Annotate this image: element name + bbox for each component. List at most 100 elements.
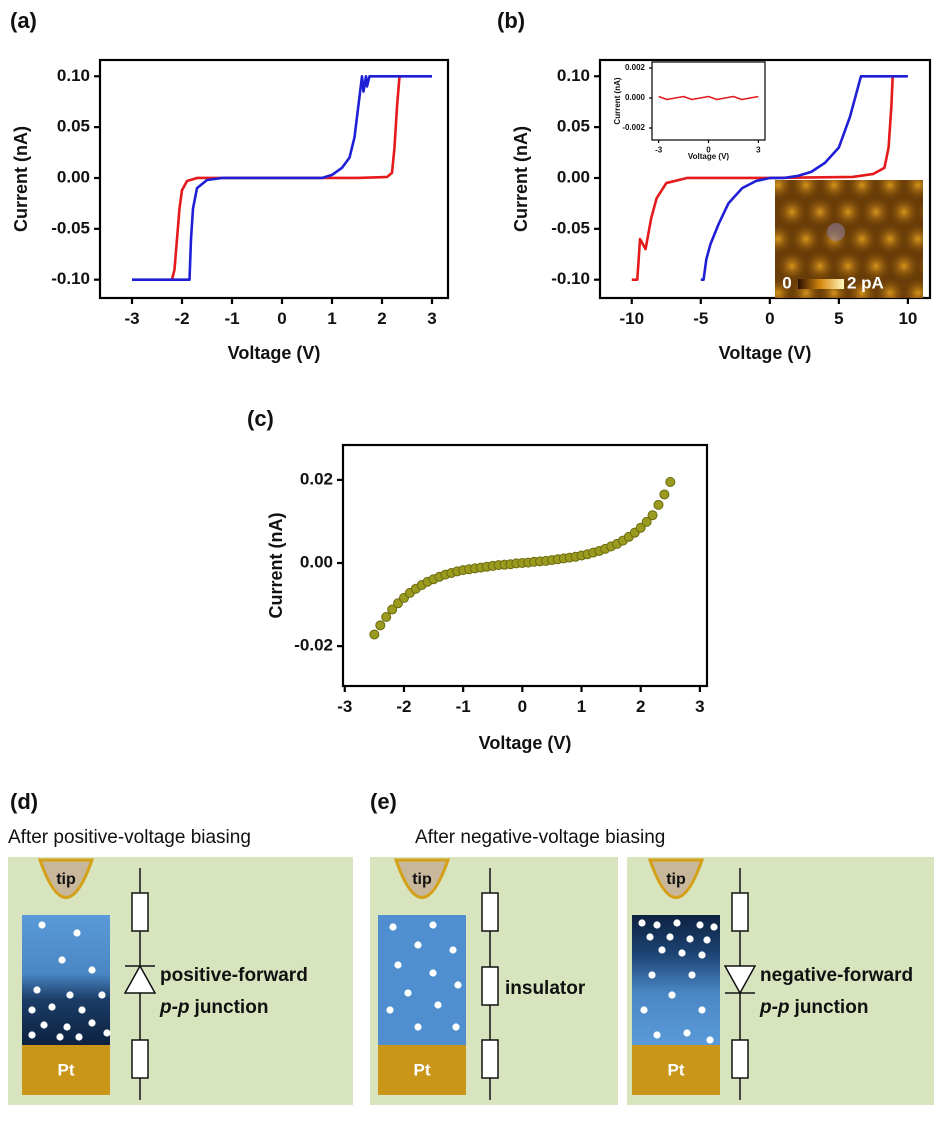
x-axis-label: Voltage (V) xyxy=(479,733,572,753)
vacancy xyxy=(98,991,105,998)
figure: -3-2-101230.100.050.00-0.05-0.10Voltage … xyxy=(0,0,934,1122)
vacancy xyxy=(686,935,693,942)
vacancy xyxy=(673,919,680,926)
vacancy xyxy=(653,1031,660,1038)
junction-type: p-p xyxy=(159,997,190,1018)
state-label: negative-forward xyxy=(760,965,913,986)
afm-grain xyxy=(903,224,933,254)
x-tick-label: -3 xyxy=(124,309,139,328)
resistor xyxy=(482,893,498,931)
y-tick-label: 0.00 xyxy=(57,167,90,186)
vacancy xyxy=(394,961,401,968)
panel-label: (a) xyxy=(10,8,37,33)
vacancy xyxy=(658,946,665,953)
vacancy xyxy=(668,991,675,998)
vacancy xyxy=(698,951,705,958)
color-bar-max: 2 pA xyxy=(847,273,884,292)
vacancy xyxy=(646,933,653,940)
afm-grain xyxy=(903,170,933,200)
vacancy xyxy=(434,1001,441,1008)
afm-grain xyxy=(777,197,807,227)
x-tick-label: -5 xyxy=(693,309,708,328)
y-tick-label: -0.002 xyxy=(622,123,645,132)
y-tick-label: 0.10 xyxy=(57,66,90,85)
vacancy xyxy=(678,949,685,956)
afm-grain xyxy=(875,224,905,254)
vacancy xyxy=(688,971,695,978)
resistor xyxy=(732,893,748,931)
x-tick-label: 3 xyxy=(427,309,436,328)
resistor xyxy=(732,1040,748,1078)
vacancy xyxy=(28,1031,35,1038)
y-axis-label: Current (nA) xyxy=(613,77,622,124)
y-tick-label: 0.05 xyxy=(57,117,90,136)
vacancy xyxy=(696,921,703,928)
x-axis-label: Voltage (V) xyxy=(719,343,812,363)
y-tick-label: -0.05 xyxy=(51,218,90,237)
afm-grain xyxy=(889,197,919,227)
vacancy xyxy=(414,1023,421,1030)
vacancy xyxy=(33,986,40,993)
panel-label: (e) xyxy=(370,789,397,814)
vacancy xyxy=(73,929,80,936)
x-tick-label: 1 xyxy=(577,697,586,716)
x-tick-label: -1 xyxy=(456,697,471,716)
tip-label: tip xyxy=(666,871,686,888)
vacancy xyxy=(63,1023,70,1030)
afm-grain xyxy=(819,170,849,200)
plot-area xyxy=(370,477,675,638)
data-point xyxy=(654,500,663,509)
panel-label: (d) xyxy=(10,789,38,814)
x-tick-label: 2 xyxy=(636,697,645,716)
vacancy xyxy=(78,1006,85,1013)
resistor xyxy=(132,893,148,931)
y-tick-label: 0.00 xyxy=(300,552,333,571)
afm-grain xyxy=(763,170,793,200)
electrode-label: Pt xyxy=(668,1060,685,1079)
afm-grain xyxy=(833,197,863,227)
inset-background xyxy=(652,62,765,140)
y-axis-label: Current (nA) xyxy=(11,126,31,232)
vacancy xyxy=(429,969,436,976)
junction-type: p-p xyxy=(759,997,790,1018)
y-axis-label: Current (nA) xyxy=(511,126,531,232)
sample-column xyxy=(632,915,720,1045)
afm-grain xyxy=(805,197,835,227)
vacancy xyxy=(683,1029,690,1036)
vacancy xyxy=(452,1023,459,1030)
x-tick-label: -2 xyxy=(396,697,411,716)
vacancy xyxy=(706,1036,713,1043)
afm-grain xyxy=(847,224,877,254)
vacancy xyxy=(710,923,717,930)
afm-grain xyxy=(763,224,793,254)
data-point xyxy=(370,630,379,639)
x-tick-label: 0 xyxy=(277,309,286,328)
x-tick-label: -3 xyxy=(337,697,352,716)
y-tick-label: 0.00 xyxy=(557,167,590,186)
data-point xyxy=(382,613,391,622)
y-tick-label: 0.000 xyxy=(625,93,646,102)
color-bar xyxy=(798,279,844,289)
state-label: insulator xyxy=(505,978,586,999)
junction-word: junction xyxy=(194,997,269,1018)
vacancy xyxy=(449,946,456,953)
y-tick-label: -0.05 xyxy=(551,218,590,237)
electrode-label: Pt xyxy=(414,1060,431,1079)
vacancy xyxy=(88,966,95,973)
plot-area xyxy=(132,76,432,279)
x-tick-label: 2 xyxy=(377,309,386,328)
x-tick-label: -3 xyxy=(655,145,663,154)
tip-label: tip xyxy=(56,871,76,888)
data-point xyxy=(648,511,657,520)
vacancy xyxy=(103,1029,110,1036)
vacancy xyxy=(58,956,65,963)
circuit xyxy=(482,868,498,1100)
afm-spot xyxy=(827,223,845,241)
x-tick-label: 1 xyxy=(327,309,336,328)
vacancy xyxy=(698,1006,705,1013)
data-point xyxy=(376,621,385,630)
junction-label: p-pjunction xyxy=(759,997,868,1018)
vacancy xyxy=(88,1019,95,1026)
